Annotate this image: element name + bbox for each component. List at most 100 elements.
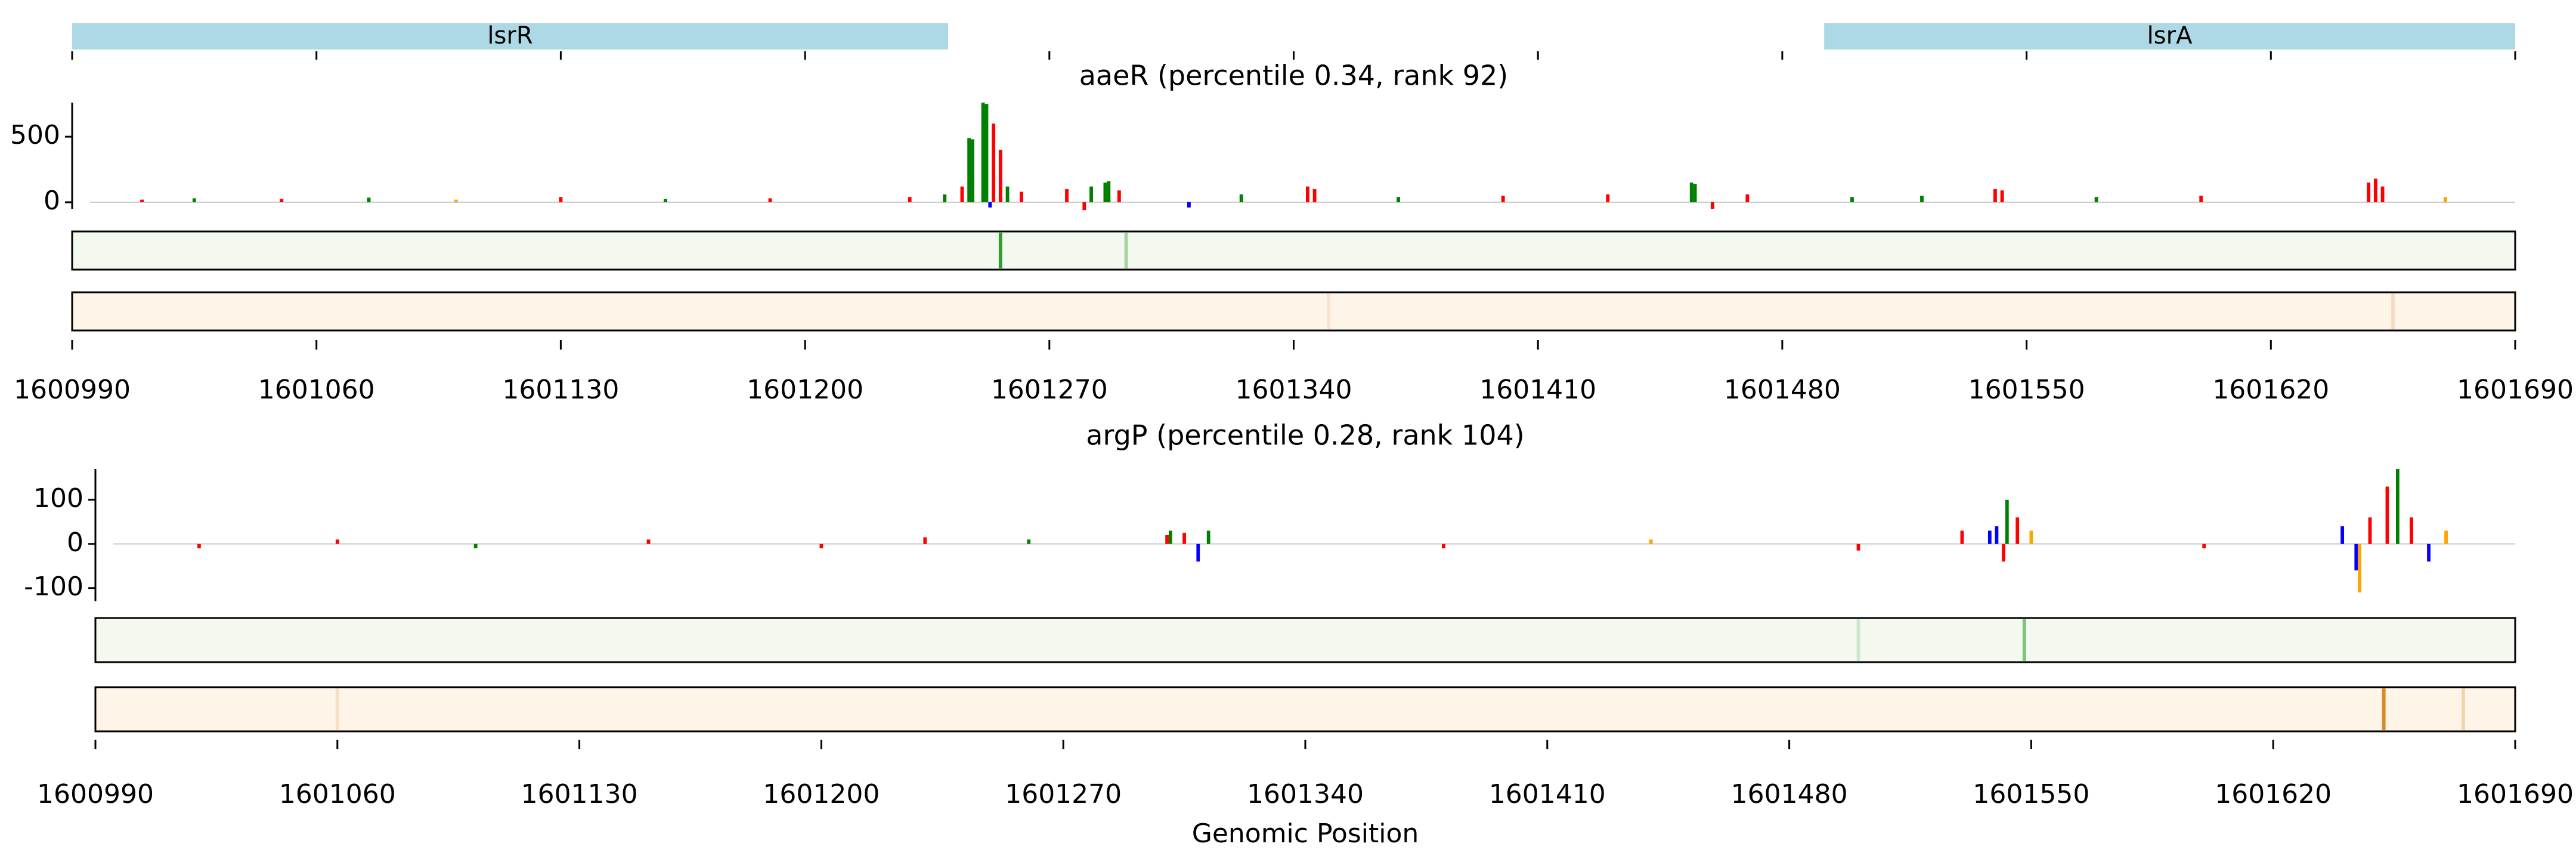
logo-bar (559, 197, 563, 203)
logo-bar (2380, 186, 2385, 203)
logo-bar (988, 202, 992, 208)
logo-bar (2094, 197, 2098, 203)
logo-bar (2410, 517, 2413, 544)
logo-bar (1501, 196, 1505, 203)
y-tick-label: -100 (24, 571, 83, 602)
logo-bar (1920, 196, 1924, 203)
logo-bar (1710, 202, 1714, 209)
heatmap-cell (2462, 688, 2465, 730)
logo-bar (1960, 530, 1964, 544)
x-tick-label: 1600990 (14, 375, 131, 405)
logo-bar (367, 197, 371, 203)
x-tick-label: 1601340 (1236, 375, 1352, 405)
gene-label: lsrA (2147, 22, 2193, 50)
panel-title: argP (percentile 0.28, rank 104) (1086, 419, 1524, 452)
logo-bar (1606, 194, 1610, 203)
panel-title: aaeR (percentile 0.34, rank 92) (1079, 60, 1509, 92)
heatmap-strip (94, 686, 2516, 733)
logo-bar (1689, 183, 1693, 203)
x-tick-label: 1601480 (1731, 779, 1848, 809)
logo-bar (2340, 526, 2345, 544)
logo-bar (960, 186, 964, 203)
heatmap-cell (1124, 233, 1128, 268)
logo-bar (1987, 530, 1992, 544)
logo-bar (768, 198, 772, 203)
logo-bar (1850, 197, 1854, 203)
x-tick-label: 1601130 (521, 779, 638, 809)
logo-bar (2015, 517, 2020, 544)
logo-bar (984, 104, 989, 203)
x-tick-label: 1601690 (2457, 779, 2574, 809)
logo-bar (2367, 183, 2371, 203)
logo-bar (1027, 539, 1031, 544)
logo-bar (454, 199, 458, 203)
logo-bar (998, 150, 1002, 203)
logo-bar (140, 199, 144, 203)
logo-bar (1169, 530, 1172, 544)
logo-bar (908, 197, 912, 203)
logo-bar (1239, 194, 1243, 203)
logo-bar (192, 198, 196, 203)
x-tick-label: 1601200 (747, 375, 863, 405)
x-tick-label: 1601550 (1968, 375, 2085, 405)
logo-bar (1649, 539, 1653, 544)
x-tick-label: 1601340 (1247, 779, 1364, 809)
logo-bar (1107, 181, 1111, 203)
logo-bar (1082, 202, 1086, 211)
y-tick-label: 100 (33, 483, 83, 514)
logo-bar (1993, 189, 1997, 203)
logo-bar (2354, 543, 2358, 571)
x-tick-label: 1601410 (1489, 779, 1606, 809)
gene-box (1824, 23, 2515, 50)
logo-bar (2373, 178, 2377, 203)
logo-bar (2199, 196, 2203, 203)
logo-bar (2444, 530, 2448, 544)
y-tick-label: 0 (44, 186, 60, 216)
heatmap-cell (2022, 619, 2026, 661)
y-tick-label: 500 (10, 120, 60, 150)
y-tick-label: 0 (67, 527, 83, 558)
heatmap-cell (2382, 688, 2386, 730)
logo-bar (1305, 186, 1309, 203)
x-tick-label: 1601270 (991, 375, 1108, 405)
logo-bar (971, 139, 974, 203)
heatmap-cell (1856, 619, 1860, 661)
logo-bar (967, 138, 971, 203)
logo-bar (1693, 184, 1697, 203)
logo-bar (197, 543, 201, 549)
logo-bar (1745, 194, 1750, 203)
logo-bar (923, 537, 927, 544)
logo-bar (819, 543, 823, 549)
logo-bar (943, 194, 947, 203)
logo-bar (1089, 186, 1093, 203)
logo-bar (2368, 517, 2372, 544)
logo-bar (1856, 543, 1860, 551)
logo-bar (1117, 190, 1121, 203)
logo-bar (2444, 197, 2447, 203)
x-tick-label: 1601200 (763, 779, 880, 809)
heatmap-cell (2391, 293, 2395, 329)
logo-bar (2385, 486, 2389, 544)
logo-bar (1312, 189, 1317, 203)
logo-bar (1441, 543, 1445, 549)
logo-bar (2000, 190, 2004, 203)
logo-bar (1182, 533, 1186, 544)
gene-box (72, 23, 949, 50)
logo-bar (981, 103, 985, 203)
x-tick-label: 1601620 (2212, 375, 2329, 405)
logo-bar (1206, 530, 1210, 544)
logo-bar (1103, 183, 1107, 203)
heatmap-cell (335, 688, 339, 730)
logo-bar (473, 543, 478, 549)
logo-bar (992, 123, 996, 203)
logo-bar (280, 199, 284, 203)
x-tick-label: 1601060 (258, 375, 375, 405)
logo-bar (2002, 543, 2005, 562)
x-tick-label: 1600990 (37, 779, 154, 809)
logo-bar (2005, 499, 2009, 544)
logo-bar (2358, 543, 2362, 593)
x-tick-label: 1601620 (2215, 779, 2332, 809)
logo-bar (1187, 202, 1191, 208)
heatmap-strip (94, 617, 2516, 663)
